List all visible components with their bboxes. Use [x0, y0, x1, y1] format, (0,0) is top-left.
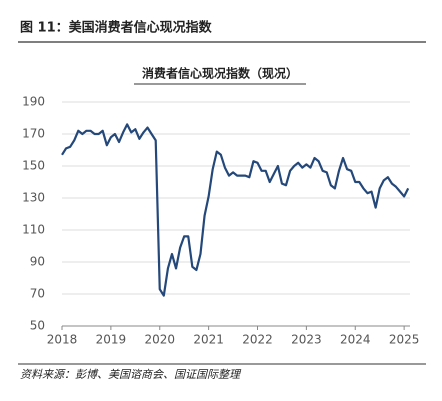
x-tick-label: 2023 — [291, 333, 322, 347]
x-tick-label: 2021 — [193, 333, 224, 347]
line — [61, 123, 410, 297]
x-tick-label: 2020 — [144, 333, 175, 347]
source: 资料来源：彭博、美国谘商会、国证国际整理 — [20, 368, 242, 381]
y-tick-label: 190 — [22, 95, 45, 109]
y-tick-label: 130 — [22, 191, 45, 205]
x-tick-label: 2018 — [47, 333, 78, 347]
y-tick-label: 170 — [22, 127, 45, 141]
y-tick-label: 150 — [22, 159, 45, 173]
header: 图 11：美国消费者信心现况指数 — [20, 20, 213, 36]
x-tick-label: 2019 — [96, 333, 127, 347]
y-tick-label: 50 — [30, 319, 45, 333]
y-tick-label: 110 — [22, 223, 45, 237]
x-tick-label: 2025 — [389, 333, 420, 347]
x-tick-label: 2022 — [242, 333, 273, 347]
x-tick-label: 2024 — [340, 333, 371, 347]
y-tick-label: 70 — [30, 287, 45, 301]
chart-title: 消费者信心现况指数（现况） — [142, 66, 298, 81]
y-tick-label: 90 — [30, 255, 45, 269]
